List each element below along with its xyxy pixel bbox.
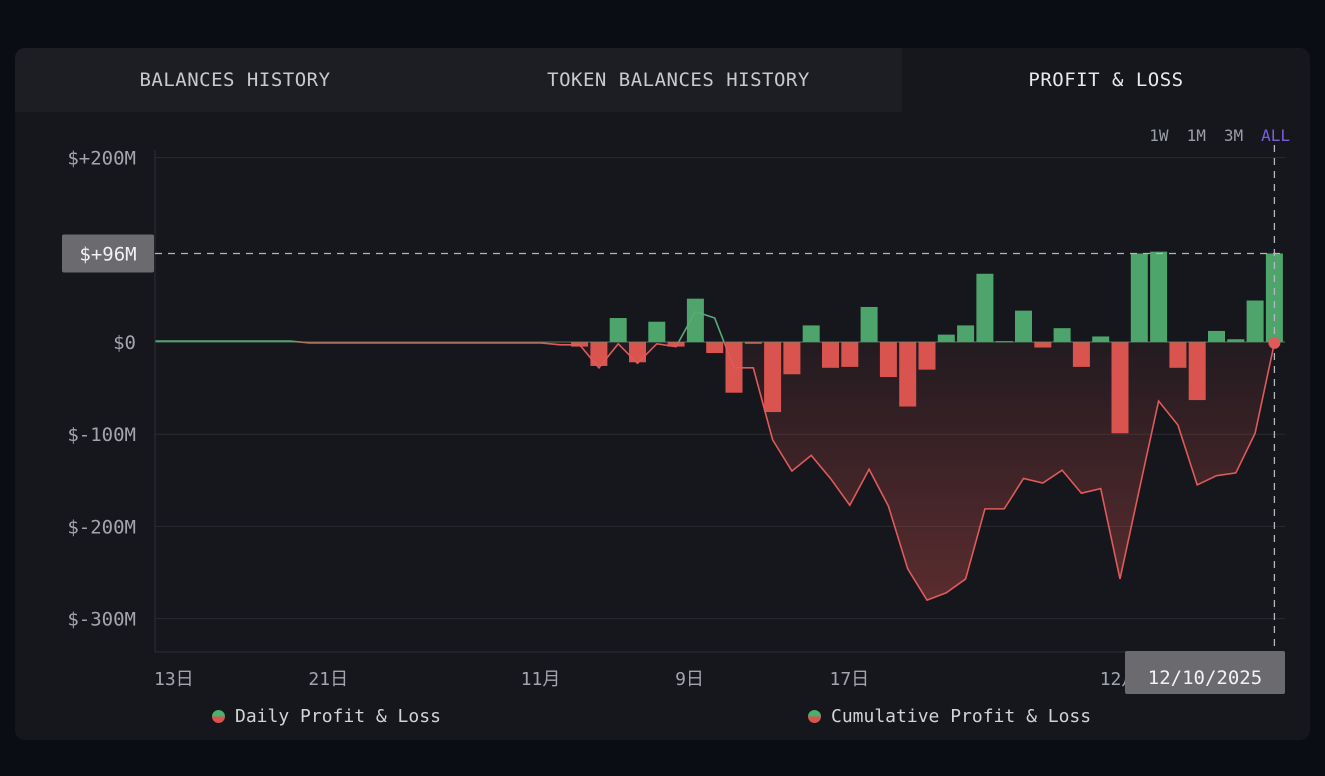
daily-bar (1130, 253, 1148, 342)
daily-bar (609, 318, 627, 342)
x-tick-label: 17日 (830, 669, 870, 690)
daily-bar (783, 342, 801, 375)
tab-token-balances-history[interactable]: TOKEN BALANCES HISTORY (455, 48, 902, 112)
daily-bar (976, 273, 994, 342)
y-tick-label: $-100M (67, 424, 136, 446)
cumulative-area (155, 342, 1275, 601)
daily-bar (1092, 336, 1110, 342)
daily-bar (957, 325, 975, 342)
range-all[interactable]: ALL (1261, 126, 1290, 145)
daily-bar (686, 298, 704, 342)
x-tick-label: 13日 (154, 669, 194, 690)
daily-bar (1227, 339, 1245, 342)
y-tick-label: $-200M (67, 516, 136, 538)
daily-bar (1053, 328, 1071, 342)
daily-bar (879, 342, 897, 378)
tab-balances-history[interactable]: BALANCES HISTORY (15, 48, 455, 112)
daily-bar (1208, 330, 1225, 342)
legend-cumulative[interactable]: Cumulative Profit & Loss (808, 706, 1091, 727)
daily-bar (764, 342, 782, 413)
daily-bar (1150, 251, 1168, 342)
daily-bar (841, 342, 859, 367)
daily-bar (1034, 342, 1052, 348)
crosshair-value-label: $+96M (79, 243, 136, 265)
daily-bar (1072, 342, 1090, 367)
daily-bar (802, 325, 820, 342)
range-3m[interactable]: 3M (1223, 126, 1244, 145)
daily-bar (822, 342, 839, 368)
legend-label: Daily Profit & Loss (235, 706, 441, 727)
daily-bar (860, 306, 878, 342)
crosshair-value-badge (62, 234, 154, 273)
legend-daily[interactable]: Daily Profit & Loss (212, 706, 441, 727)
daily-bar (629, 342, 646, 363)
y-tick-label: $+200M (67, 148, 136, 170)
legend-dot-icon (808, 710, 821, 723)
daily-bar (667, 342, 685, 347)
daily-bar (1265, 253, 1283, 342)
daily-bar (1169, 342, 1187, 368)
cumulative-point-marker (1268, 336, 1281, 349)
crosshair-date-badge (1125, 651, 1285, 694)
daily-bar (1111, 342, 1129, 434)
crosshair-date-label: 12/10/2025 (1148, 667, 1262, 689)
range-1m[interactable]: 1M (1186, 126, 1206, 145)
daily-bar (744, 342, 762, 344)
range-1w[interactable]: 1W (1149, 126, 1169, 145)
legend-dot-icon (212, 710, 225, 723)
daily-bar (1188, 342, 1206, 401)
daily-bar (648, 321, 666, 342)
x-tick-label: 9日 (675, 669, 704, 690)
tab-profit-loss[interactable]: PROFIT & LOSS (902, 48, 1310, 112)
y-tick-label: $0 (113, 332, 136, 354)
cumulative-line-negative (291, 342, 1276, 602)
daily-bar (590, 342, 608, 366)
daily-bar (1246, 300, 1264, 342)
tab-bar: BALANCES HISTORY TOKEN BALANCES HISTORY … (15, 48, 1310, 112)
y-tick-label: $-300M (67, 609, 136, 631)
range-selector: 1W 1M 3M ALL (1149, 126, 1290, 145)
daily-bar (1015, 310, 1032, 342)
x-tick-label: 11月 (521, 669, 561, 690)
daily-bar (937, 334, 955, 342)
x-tick-label: 21日 (308, 669, 348, 690)
cumulative-line-positive (155, 310, 725, 342)
legend-label: Cumulative Profit & Loss (831, 706, 1092, 727)
daily-bar (706, 342, 724, 354)
daily-bar (918, 342, 936, 370)
daily-bar (899, 342, 917, 407)
